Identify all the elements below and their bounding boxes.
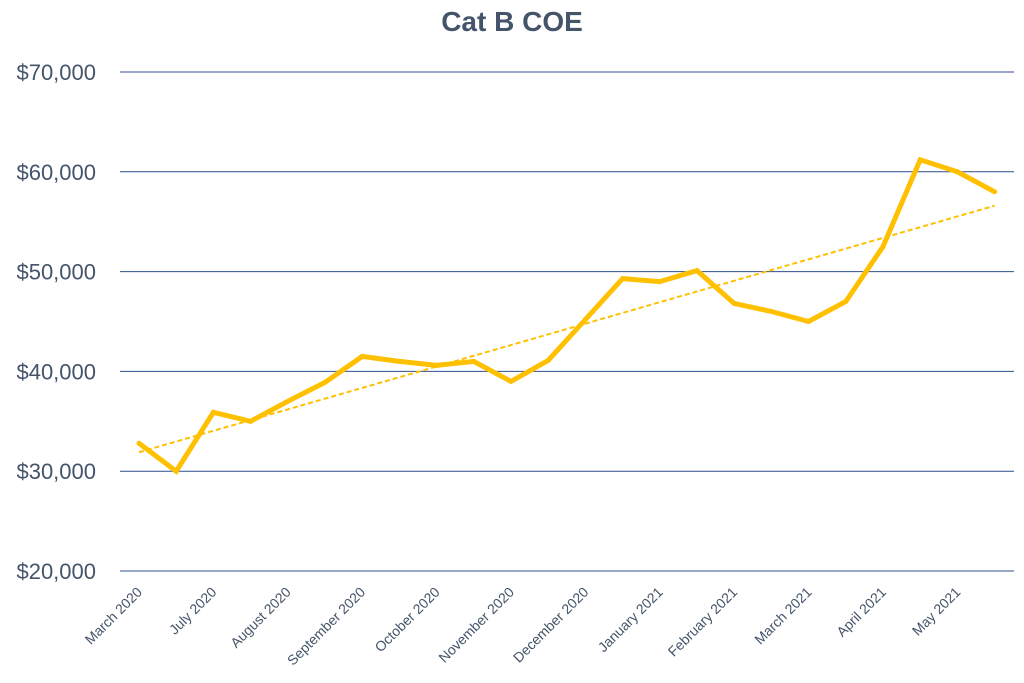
series-line xyxy=(137,156,996,475)
data-point xyxy=(359,353,365,359)
data-point xyxy=(917,157,923,163)
data-point xyxy=(843,299,849,305)
x-tick-label: March 2021 xyxy=(751,584,815,648)
data-point xyxy=(731,301,737,307)
x-tick-label: October 2020 xyxy=(371,584,442,655)
chart-title: Cat B COE xyxy=(441,6,583,37)
x-tick-label: December 2020 xyxy=(510,584,592,666)
data-point xyxy=(768,309,774,315)
data-point xyxy=(582,317,588,323)
data-point xyxy=(806,319,812,324)
data-point xyxy=(173,468,179,474)
x-tick-label: July 2020 xyxy=(166,584,220,638)
y-tick-label: $20,000 xyxy=(16,559,96,584)
data-point xyxy=(992,189,998,195)
y-tick-label: $30,000 xyxy=(16,459,96,484)
data-point xyxy=(285,398,291,404)
data-point xyxy=(954,169,960,175)
data-point xyxy=(248,418,254,424)
data-point xyxy=(396,358,402,364)
y-tick-label: $50,000 xyxy=(16,260,96,285)
x-tick-label: November 2020 xyxy=(435,584,517,666)
data-point xyxy=(210,409,216,415)
data-point xyxy=(508,378,514,384)
data-point xyxy=(880,244,886,250)
y-tick-label: $70,000 xyxy=(16,60,96,85)
y-tick-label: $40,000 xyxy=(16,359,96,384)
x-tick-label: January 2021 xyxy=(595,584,666,655)
y-tick-label: $60,000 xyxy=(16,160,96,185)
data-point xyxy=(620,276,626,282)
data-point xyxy=(694,268,700,274)
data-point xyxy=(322,379,328,385)
x-tick-label: August 2020 xyxy=(227,584,294,651)
x-tick-label: March 2020 xyxy=(82,584,146,648)
x-tick-label: September 2020 xyxy=(284,584,369,669)
x-tick-label: May 2021 xyxy=(909,584,964,639)
data-point xyxy=(471,358,477,364)
data-point xyxy=(545,357,551,363)
trendline xyxy=(138,204,995,454)
data-point xyxy=(136,440,142,446)
x-tick-label: April 2021 xyxy=(833,584,889,640)
data-point xyxy=(657,279,663,285)
x-tick-label: February 2021 xyxy=(665,584,741,660)
data-point xyxy=(434,362,440,368)
